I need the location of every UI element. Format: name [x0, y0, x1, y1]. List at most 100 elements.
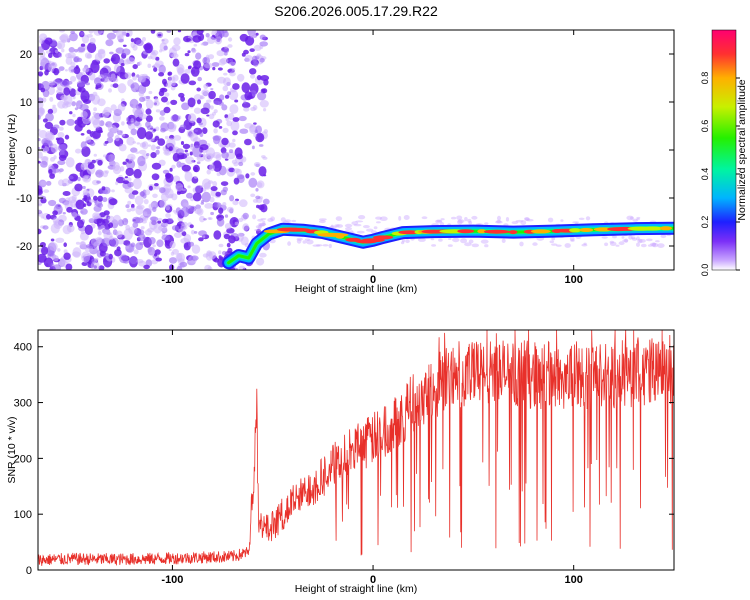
- noise-speckle: [215, 154, 222, 161]
- noise-speckle: [199, 132, 204, 138]
- noise-speckle: [203, 62, 213, 69]
- ridge-haze: [438, 238, 443, 242]
- noise-speckle: [152, 206, 157, 212]
- noise-speckle: [239, 199, 248, 208]
- noise-speckle: [190, 66, 200, 77]
- noise-speckle: [67, 80, 73, 85]
- noise-speckle: [203, 218, 207, 221]
- noise-speckle: [240, 236, 249, 246]
- noise-speckle: [44, 121, 54, 130]
- noise-speckle: [93, 153, 98, 157]
- ridge-haze: [556, 244, 562, 247]
- noise-speckle: [61, 48, 65, 53]
- colorbar: 0.0 0.2 0.4 0.6 0.8 Normalized spectral ampl…: [700, 29, 748, 276]
- noise-speckle: [262, 198, 270, 205]
- ridge-haze: [647, 244, 653, 247]
- noise-speckle: [166, 30, 172, 33]
- noise-speckle: [58, 154, 67, 161]
- ridge-haze: [316, 244, 323, 247]
- y-tick-label: 10: [20, 97, 32, 109]
- noise-speckle: [123, 180, 129, 185]
- x-tick-label: 0: [370, 274, 376, 286]
- noise-speckle: [159, 187, 166, 194]
- noise-speckle: [82, 66, 90, 73]
- noise-speckle: [38, 38, 44, 44]
- noise-speckle: [242, 102, 251, 109]
- ridge-haze: [551, 243, 558, 246]
- noise-speckle: [213, 128, 218, 134]
- noise-speckle: [103, 58, 110, 64]
- noise-speckle: [207, 217, 212, 220]
- noise-speckle: [115, 47, 125, 54]
- noise-speckle: [40, 196, 47, 200]
- ridge-haze: [330, 224, 334, 229]
- noise-speckle: [234, 99, 239, 103]
- noise-speckle: [88, 72, 96, 81]
- ridge-hotspot: [642, 226, 664, 231]
- ridge-haze: [650, 242, 657, 246]
- colorbar-label: Normalized spectral amplitude: [736, 79, 748, 220]
- noise-speckle: [157, 138, 166, 146]
- noise-speckle: [125, 158, 129, 162]
- y-tick-label: 20: [20, 49, 32, 61]
- noise-speckle: [139, 142, 147, 148]
- noise-speckle: [263, 79, 269, 86]
- ridge-haze: [421, 216, 428, 220]
- noise-speckle: [153, 67, 158, 72]
- ridge-haze: [306, 239, 314, 245]
- noise-speckle: [219, 256, 224, 261]
- ridge-haze: [651, 242, 659, 248]
- noise-speckle: [107, 124, 117, 134]
- noise-speckle: [196, 30, 204, 36]
- noise-speckle: [117, 238, 125, 245]
- noise-speckle: [127, 181, 134, 188]
- noise-speckle: [84, 52, 92, 59]
- ridge-haze: [631, 237, 638, 241]
- noise-speckle: [232, 117, 240, 122]
- noise-speckle: [117, 83, 127, 94]
- noise-speckle: [198, 230, 207, 237]
- noise-speckle: [250, 193, 256, 198]
- noise-speckle: [191, 244, 201, 254]
- noise-speckle: [40, 156, 49, 161]
- noise-speckle: [64, 69, 68, 72]
- noise-speckle: [221, 250, 227, 256]
- colorbar-tick-label: 0.4: [700, 168, 710, 181]
- noise-speckle: [43, 189, 50, 193]
- noise-speckle: [38, 71, 44, 77]
- noise-speckle: [228, 89, 239, 101]
- noise-speckle: [210, 88, 214, 90]
- noise-speckle: [53, 79, 61, 85]
- noise-speckle: [60, 94, 68, 101]
- noise-speckle: [88, 30, 94, 34]
- noise-speckle: [185, 156, 195, 165]
- ridge-haze: [520, 220, 527, 226]
- noise-speckle: [105, 76, 113, 82]
- y-tick-label: 400: [14, 342, 32, 354]
- noise-speckle: [110, 237, 119, 248]
- ridge-haze: [585, 216, 591, 221]
- noise-speckle: [150, 51, 157, 60]
- ridge-haze: [524, 217, 530, 221]
- noise-speckle: [77, 105, 81, 108]
- noise-speckle: [171, 164, 176, 169]
- noise-speckle: [73, 66, 81, 75]
- noise-speckle: [142, 193, 147, 199]
- noise-speckle: [132, 64, 138, 70]
- noise-speckle: [122, 48, 131, 56]
- noise-speckle: [144, 42, 153, 54]
- noise-speckle: [249, 68, 257, 75]
- noise-speckle: [57, 160, 66, 166]
- noise-speckle: [180, 141, 185, 145]
- noise-speckle: [126, 136, 135, 146]
- noise-speckle: [103, 223, 111, 230]
- noise-speckle: [80, 141, 87, 149]
- ridge-haze: [495, 220, 503, 224]
- frequency-ridge: [222, 221, 674, 270]
- noise-speckle: [157, 33, 162, 37]
- noise-speckle: [172, 58, 180, 67]
- noise-speckle: [187, 185, 191, 189]
- ridge-haze: [511, 221, 519, 225]
- noise-speckle: [137, 155, 146, 167]
- ridge-haze: [626, 215, 634, 221]
